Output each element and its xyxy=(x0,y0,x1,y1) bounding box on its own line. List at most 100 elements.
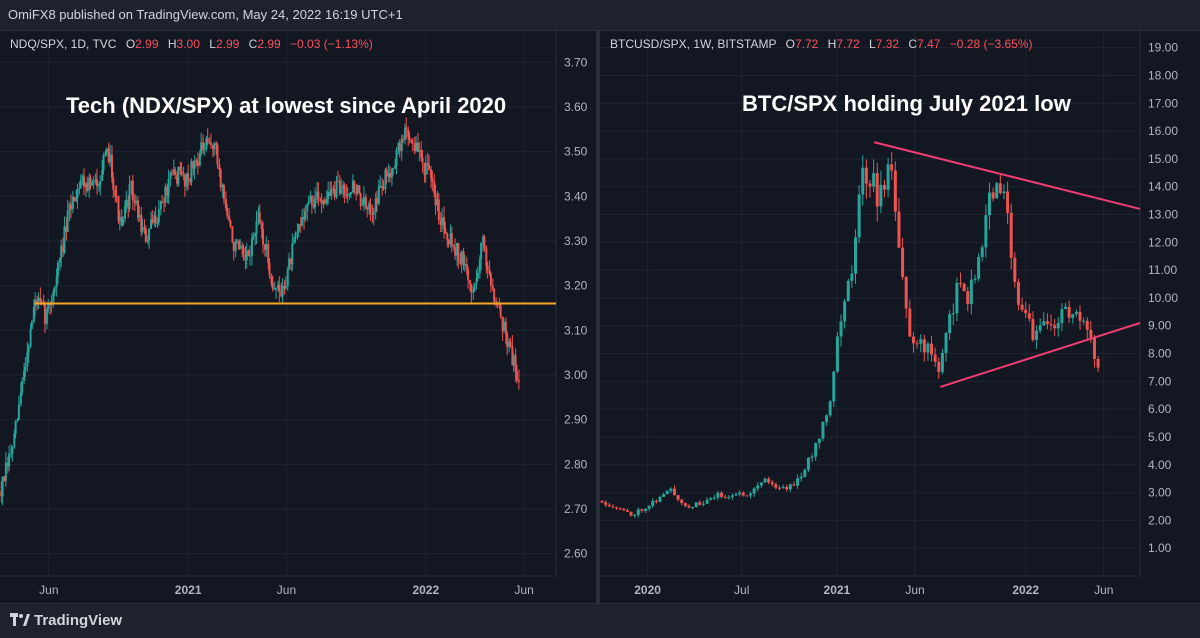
candle-down xyxy=(319,199,322,201)
footer-bar: TradingView xyxy=(0,603,1200,638)
candle-down xyxy=(488,269,491,274)
candle-down xyxy=(312,204,315,208)
candle-down xyxy=(774,484,778,488)
candle-down xyxy=(402,139,405,141)
candle-up xyxy=(309,195,312,202)
candle-up xyxy=(995,183,999,199)
candle-up xyxy=(987,192,991,216)
candle-down xyxy=(1013,257,1017,282)
candle-down xyxy=(901,247,905,277)
candle-down xyxy=(625,510,629,512)
ndq-spx-chart[interactable]: 3.70 3.60 3.50 3.40 3.30 3.20 3.10 3.00 2.90 2.80… xyxy=(0,31,596,603)
candle-down xyxy=(882,184,886,190)
candle-up xyxy=(141,227,144,232)
candle-down xyxy=(607,504,611,507)
candle-down xyxy=(40,301,43,303)
x-tick-label: Jun xyxy=(1094,583,1113,597)
y-tick-label: 3.10 xyxy=(564,323,588,337)
candle-down xyxy=(777,487,781,489)
candle-down xyxy=(140,214,143,232)
candle-up xyxy=(781,487,785,489)
btc-annotation: BTC/SPX holding July 2021 low xyxy=(742,91,1071,116)
x-tick-label: Jun xyxy=(905,583,924,597)
publish-bar: OmiFX8 published on TradingView.com, May… xyxy=(0,0,1200,31)
candle-down xyxy=(89,177,92,186)
candle-up xyxy=(60,245,63,259)
candle-up xyxy=(879,184,883,207)
candle-up xyxy=(45,309,48,324)
candle-up xyxy=(1038,325,1042,331)
candle-down xyxy=(640,509,644,511)
chart-panel-btc-spx[interactable]: 19.00 18.00 17.00 16.00 15.00 14.00 13.00 12.00… xyxy=(600,31,1200,603)
candle-down xyxy=(469,280,472,284)
candle-down xyxy=(183,174,186,187)
candle-up xyxy=(249,255,252,257)
candle-down xyxy=(215,143,218,146)
candle-down xyxy=(897,211,901,248)
btc-close: 7.47 xyxy=(917,37,941,51)
candle-up xyxy=(254,233,257,237)
candle-up xyxy=(177,166,180,184)
candle-down xyxy=(683,503,687,506)
candle-down xyxy=(137,200,140,218)
candle-up xyxy=(32,307,35,322)
candle-down xyxy=(96,179,99,186)
candle-down xyxy=(483,236,486,248)
panel-divider[interactable] xyxy=(596,31,600,603)
candle-up xyxy=(273,288,276,290)
candles xyxy=(600,152,1100,518)
candle-down xyxy=(687,505,691,508)
candle-up xyxy=(156,222,159,224)
candle-down xyxy=(358,185,361,194)
y-tick-label: 4.00 xyxy=(1148,458,1172,472)
lower-trendline[interactable] xyxy=(940,322,1141,388)
chart-panel-ndq-spx[interactable]: 3.70 3.60 3.50 3.40 3.30 3.20 3.10 3.00 2.90 2.80… xyxy=(0,31,596,603)
candle-down xyxy=(904,276,908,309)
candle-up xyxy=(651,500,655,506)
candle-up xyxy=(234,241,237,251)
y-tick-label: 9.00 xyxy=(1148,319,1172,333)
upper-trendline[interactable] xyxy=(873,141,1141,210)
candle-down xyxy=(62,245,65,253)
btc-spx-chart[interactable]: 19.00 18.00 17.00 16.00 15.00 14.00 13.00 12.00… xyxy=(600,31,1200,603)
candle-down xyxy=(908,308,912,337)
candle-down xyxy=(229,220,232,227)
candle-down xyxy=(222,185,225,200)
btc-low: 7.32 xyxy=(875,37,900,51)
candle-up xyxy=(297,224,300,232)
candle-up xyxy=(250,238,253,256)
candle-up xyxy=(146,239,149,242)
candle-up xyxy=(799,476,803,479)
candle-down xyxy=(219,169,222,188)
candle-up xyxy=(55,276,58,288)
candle-up xyxy=(351,180,354,193)
candle-down xyxy=(450,233,453,246)
candle-down xyxy=(622,508,626,511)
candle-up xyxy=(633,514,637,516)
y-tick-label: 1.00 xyxy=(1148,541,1172,555)
candle-up xyxy=(182,174,185,176)
published-text: OmiFX8 published on TradingView.com, May… xyxy=(8,7,403,22)
candle-down xyxy=(3,476,6,482)
candle-up xyxy=(138,214,141,218)
candle-down xyxy=(672,488,676,496)
btc-change: −0.28 (−3.65%) xyxy=(949,37,1033,51)
candle-down xyxy=(192,161,195,169)
candle-down xyxy=(459,260,462,264)
candle-up xyxy=(58,258,61,263)
candle-up xyxy=(172,169,175,174)
candle-up xyxy=(153,215,156,223)
candle-up xyxy=(91,182,94,186)
candle-down xyxy=(1009,212,1013,258)
candle-down xyxy=(161,201,164,203)
candle-down xyxy=(911,336,915,344)
candle-down xyxy=(353,180,356,193)
candle-up xyxy=(374,198,377,212)
candle-up xyxy=(705,499,709,504)
candle-down xyxy=(202,142,205,151)
candle-down xyxy=(1024,309,1028,314)
candle-up xyxy=(1071,314,1075,318)
candle-up xyxy=(449,233,452,245)
candle-down xyxy=(112,177,115,190)
candle-down xyxy=(127,199,130,209)
